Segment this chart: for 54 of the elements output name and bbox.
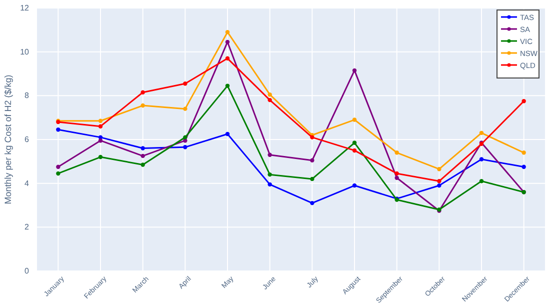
point <box>522 150 526 155</box>
point <box>225 30 230 34</box>
point <box>225 40 230 44</box>
point <box>352 183 357 188</box>
point <box>56 164 60 170</box>
point <box>310 176 314 182</box>
point <box>268 172 272 177</box>
point <box>268 152 272 157</box>
point <box>394 150 399 155</box>
point <box>140 103 145 108</box>
point <box>183 145 188 150</box>
point <box>140 162 145 167</box>
point <box>225 56 230 61</box>
point <box>479 157 484 162</box>
point <box>183 135 188 140</box>
y-tick-label: 2 <box>24 222 30 232</box>
point <box>522 99 526 104</box>
point <box>352 140 357 145</box>
point <box>183 106 188 111</box>
point <box>437 166 442 172</box>
point <box>352 118 357 122</box>
y-tick-label: 0 <box>24 266 30 276</box>
point <box>479 179 484 184</box>
point <box>56 128 60 132</box>
point <box>437 179 442 184</box>
point <box>183 82 188 86</box>
point <box>394 171 399 176</box>
point <box>140 90 145 94</box>
y-tick-label: 10 <box>20 47 30 56</box>
point <box>394 176 399 180</box>
y-axis-title: Monthly per kg Cost of H2 ($/kg) <box>3 74 13 204</box>
y-tick-label: 8 <box>24 91 30 100</box>
point <box>352 148 357 153</box>
point <box>268 92 272 97</box>
point <box>268 98 272 102</box>
point <box>98 124 103 128</box>
point <box>140 146 145 150</box>
y-tick-label: 4 <box>24 178 30 188</box>
point <box>268 182 272 187</box>
point <box>310 200 314 206</box>
point <box>437 183 442 188</box>
point <box>56 171 60 176</box>
point <box>98 138 103 143</box>
point <box>98 118 103 123</box>
point <box>522 164 526 170</box>
point <box>225 84 230 88</box>
y-tick-label: 12 <box>20 4 30 13</box>
point <box>140 154 145 158</box>
point <box>225 132 230 136</box>
point <box>479 130 484 136</box>
y-tick-label: 6 <box>24 135 30 144</box>
point <box>352 68 357 73</box>
point <box>310 158 314 162</box>
point <box>98 154 103 160</box>
